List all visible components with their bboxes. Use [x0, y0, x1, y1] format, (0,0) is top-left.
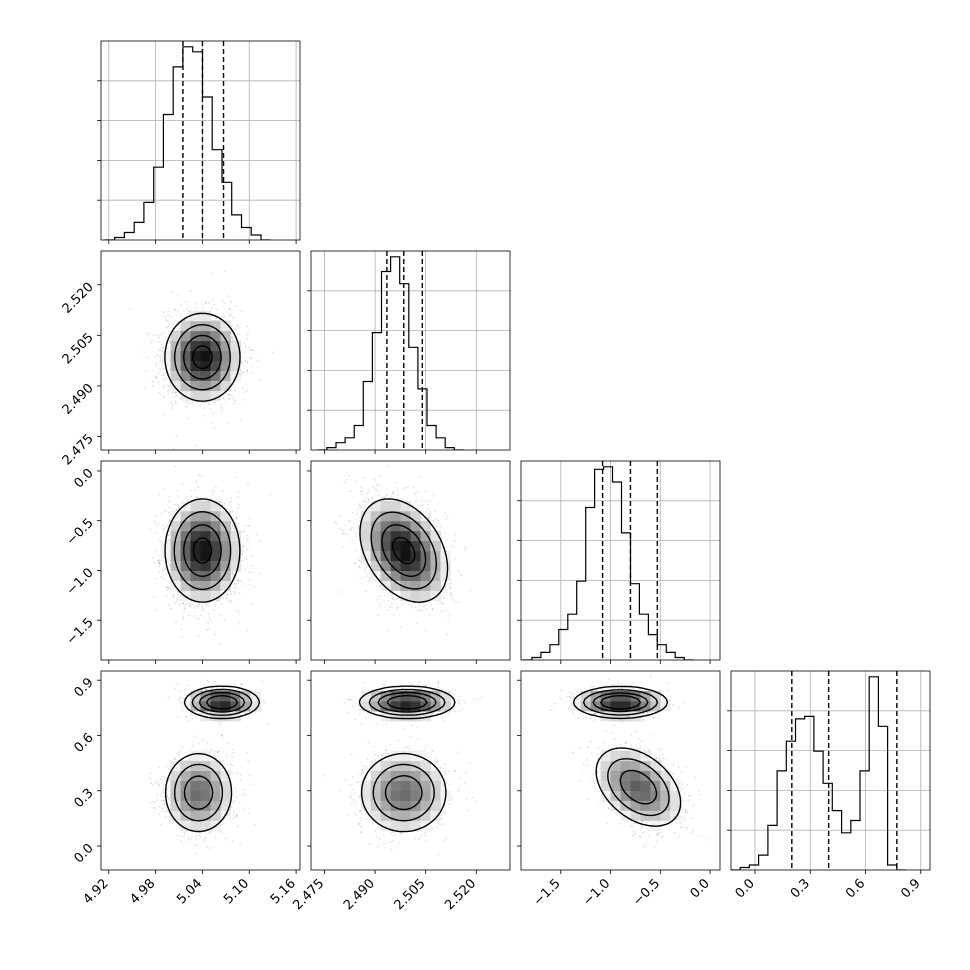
panel-frame: [520, 670, 721, 871]
histogram-1: [317, 256, 464, 450]
x-tick-label-2-0: −1.5: [531, 876, 564, 909]
x-tick-label-0-3: 5.10: [221, 876, 252, 907]
contour-level-3: [192, 345, 213, 370]
contour-level-2: [183, 524, 222, 577]
panel-frame: [730, 670, 931, 871]
contour-level-3: [391, 536, 416, 565]
y-tick-label-1-3: 2.520: [60, 280, 97, 317]
panel-frame: [310, 250, 511, 451]
x-tick-label-2-2: −0.5: [630, 876, 663, 909]
contour-level-3: [192, 537, 213, 564]
x-tick-label-1-0: 2.475: [290, 876, 327, 913]
histogram-0: [104, 46, 271, 240]
contour-level-2: [592, 692, 658, 805]
contour-level-2: [183, 334, 222, 380]
contour-level-0: [359, 498, 449, 603]
contour-level-3: [386, 695, 428, 710]
contour-level-1: [174, 688, 253, 822]
y-tick-label-3-1: 0.3: [71, 786, 96, 811]
contour-level-2: [377, 691, 437, 811]
x-tick-label-0-2: 5.04: [174, 876, 205, 907]
hist-panel-0: [97, 40, 301, 241]
joint-panel-0-2: [100, 460, 301, 661]
y-tick-label-1-1: 2.490: [60, 381, 97, 418]
joint-panel-1-3: [310, 670, 511, 871]
y-tick-label-2-0: −1.5: [64, 615, 97, 648]
contour-level-0: [164, 498, 241, 603]
contours: [358, 685, 456, 833]
histogram-3: [731, 676, 906, 870]
y-tick-label-1-2: 2.505: [60, 330, 97, 367]
y-tick-label-3-2: 0.6: [71, 731, 96, 756]
contour-level-1: [368, 688, 446, 822]
y-tick-label-2-1: −1.0: [64, 566, 97, 599]
y-tick-label-3-0: 0.0: [71, 841, 96, 866]
contour-level-3: [600, 695, 641, 710]
joint-panel-1-2: [310, 460, 511, 661]
contour-level-2: [183, 692, 246, 810]
density-fill: [160, 500, 241, 601]
hist-panel-2: [517, 460, 721, 661]
hist-panel-1: [307, 250, 511, 451]
panel-frame: [100, 250, 301, 451]
x-tick-label-1-1: 2.490: [341, 876, 378, 913]
x-tick-label-0-1: 4.98: [127, 876, 158, 907]
y-tick-label-1-0: 2.475: [60, 432, 97, 469]
y-tick-label-3-3: 0.9: [71, 675, 96, 700]
y-tick-label-2-2: −0.5: [64, 516, 97, 549]
x-tick-label-3-0: 0.0: [733, 876, 758, 901]
joint-panel-2-3: [520, 670, 721, 871]
contour-level-1: [582, 689, 670, 817]
x-tick-label-2-3: 0.0: [688, 876, 713, 901]
x-tick-label-3-1: 0.3: [788, 876, 813, 901]
x-tick-label-3-2: 0.6: [843, 876, 868, 901]
contour-level-1: [173, 511, 232, 591]
contours: [164, 312, 241, 402]
contour-level-2: [381, 524, 427, 577]
contour-level-1: [370, 511, 437, 590]
x-tick-label-1-3: 2.520: [442, 876, 479, 913]
panel-frame: [520, 460, 721, 661]
histogram-2: [523, 466, 694, 660]
x-tick-label-2-1: −1.0: [580, 876, 613, 909]
y-tick-label-2-3: 0.0: [71, 466, 96, 491]
contour-level-0: [164, 312, 241, 402]
panel-frame: [100, 40, 301, 241]
contour-level-3: [205, 695, 238, 710]
contours: [164, 498, 241, 603]
contours: [359, 498, 449, 603]
x-tick-label-3-3: 0.9: [898, 876, 923, 901]
panel-frame: [100, 460, 301, 661]
contours: [164, 685, 261, 833]
contour-level-0: [358, 685, 456, 833]
x-tick-label-1-2: 2.505: [392, 876, 429, 913]
x-tick-label-0-0: 4.92: [81, 876, 112, 907]
panel-frame: [310, 670, 511, 871]
contours: [572, 685, 682, 827]
hist-panel-3: [727, 670, 931, 871]
panel-frame: [310, 460, 511, 661]
joint-panel-0-3: [100, 670, 301, 871]
panel-frame: [100, 670, 301, 871]
joint-panel-0-1: [100, 250, 301, 451]
contour-level-0: [572, 685, 682, 827]
contour-level-0: [164, 685, 261, 833]
contour-level-1: [174, 324, 231, 391]
